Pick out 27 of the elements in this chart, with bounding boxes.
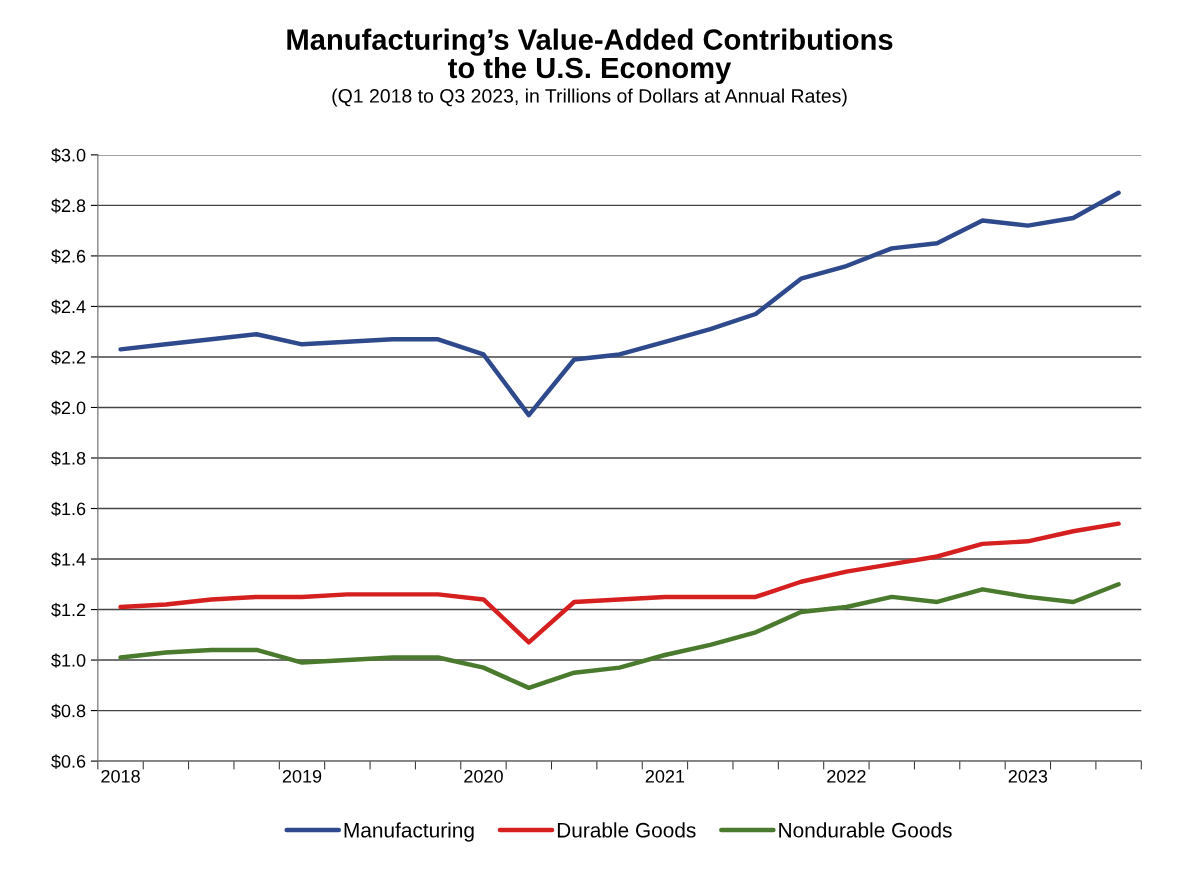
- x-tick-label: 2018: [101, 769, 140, 783]
- chart-title: Manufacturing’s Value-Added Contributions to the U.S. Economy: [287, 28, 893, 85]
- y-tick-label: $1.6: [51, 501, 86, 517]
- legend-label: Nondurable Goods: [779, 822, 952, 838]
- x-tick-label: 2019: [282, 769, 322, 783]
- legend-label: Manufacturing: [344, 822, 474, 842]
- x-tick-label: 2020: [464, 769, 503, 783]
- y-tick-label: $2.8: [51, 198, 86, 214]
- y-tick-label: $1.4: [51, 552, 86, 567]
- line-series: [118, 582, 1121, 691]
- y-tick-label: $3.0: [51, 148, 86, 163]
- x-tick-label: 2022: [827, 769, 866, 783]
- y-tick-label: $1.8: [51, 451, 86, 466]
- y-tick-label: $1.0: [51, 653, 86, 668]
- y-tick-label: $2.2: [51, 350, 86, 365]
- y-tick-label: $0.6: [51, 754, 86, 769]
- line-series: [118, 521, 1121, 645]
- legend-label: Durable Goods: [557, 822, 696, 838]
- y-tick-label: $2.6: [51, 249, 86, 264]
- y-tick-label: $0.8: [51, 703, 86, 719]
- line-series: [118, 190, 1121, 418]
- y-tick-label: $2.0: [51, 400, 86, 416]
- chart-subtitle: (Q1 2018 to Q3 2023, in Trillions of Dollars at Annual Rates): [332, 88, 847, 107]
- y-tick-label: $2.4: [51, 299, 86, 315]
- x-tick-label: 2023: [1008, 769, 1048, 783]
- x-tick-label: 2021: [645, 769, 685, 783]
- y-tick-label: $1.2: [51, 602, 86, 618]
